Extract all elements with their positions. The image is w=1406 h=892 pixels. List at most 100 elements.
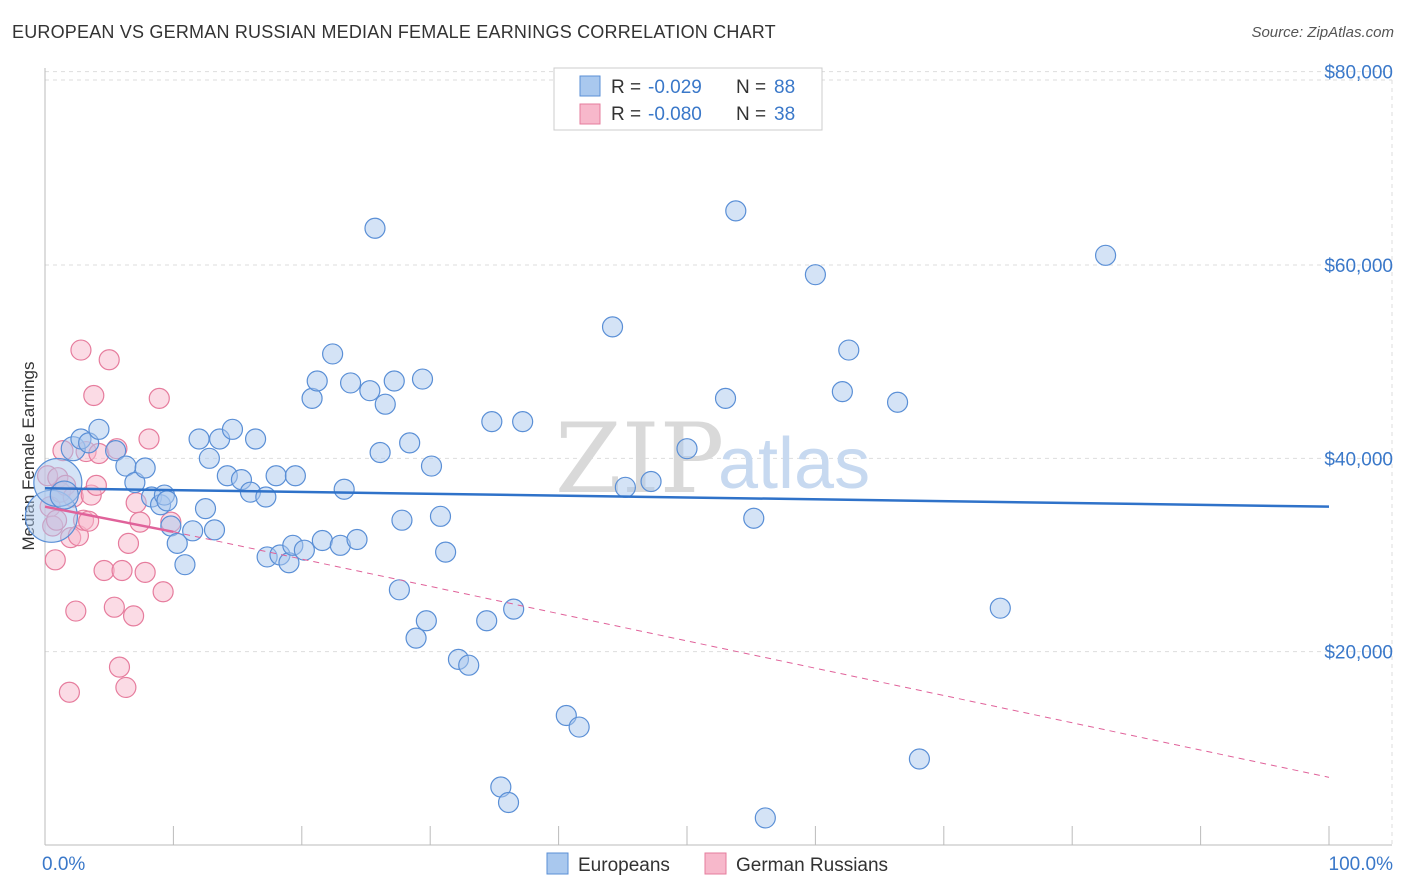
europeans-point-70	[614, 476, 636, 498]
europeans-point-65	[503, 598, 525, 620]
german-russians-point-26	[111, 559, 133, 582]
europeans-point-53	[405, 627, 427, 649]
europeans-point-75	[743, 507, 765, 529]
german-russians-point-29	[122, 605, 145, 627]
europeans-point-35	[284, 465, 306, 487]
german-russians-point-22	[98, 349, 120, 371]
europeans-point-76	[754, 807, 776, 829]
german-russians-point-27	[115, 676, 137, 699]
german-russians-point-8	[58, 681, 80, 703]
europeans-point-61	[476, 610, 498, 632]
trend-lines	[44, 487, 1330, 778]
europeans-point-45	[359, 380, 381, 402]
bottom-legend-europeans: Europeans	[578, 855, 670, 876]
german-russians-point-21	[93, 559, 115, 582]
europeans-point-25	[221, 418, 244, 440]
europeans-point-36	[293, 539, 315, 561]
german-russians-trend-line	[44, 505, 174, 534]
legend-n-label-2: N =	[736, 104, 766, 125]
europeans-point-52	[399, 432, 421, 454]
europeans-point-18	[182, 520, 204, 542]
europeans-point-68	[568, 716, 590, 738]
y-tick-label-1: $40,000	[1324, 449, 1393, 470]
europeans-point-16	[166, 532, 188, 555]
europeans-point-77	[804, 264, 827, 286]
europeans-point-19	[194, 498, 217, 520]
legend-swatch-europeans	[579, 75, 601, 97]
europeans-point-9	[124, 471, 146, 494]
german-russians-point-28	[117, 532, 140, 555]
bottom-legend: Europeans German Russians	[546, 852, 888, 876]
legend-n-label-1: N =	[736, 77, 766, 98]
german-russians-point-34	[148, 387, 170, 409]
europeans-point-74	[725, 200, 747, 222]
europeans-point-83	[1094, 244, 1117, 266]
europeans-point-42	[333, 478, 355, 500]
europeans-point-7	[105, 440, 127, 462]
correlation-legend: R = -0.029 N = 88 R = -0.080 N = 38	[553, 67, 823, 131]
german-russians-point-18	[83, 384, 105, 407]
europeans-point-80	[886, 391, 909, 413]
german-russians-point-11	[65, 600, 87, 622]
bottom-legend-german-russians: German Russians	[736, 855, 888, 876]
europeans-point-38	[306, 370, 328, 392]
europeans-trend-line	[44, 487, 1330, 508]
legend-swatch-german-russians	[579, 103, 601, 125]
legend-r-value-1: -0.029	[648, 77, 702, 98]
legend-n-value-2: 38	[774, 104, 795, 125]
europeans-point-56	[420, 455, 443, 477]
europeans-point-49	[383, 370, 405, 392]
europeans-point-22	[203, 519, 226, 541]
german-russians-point-3	[44, 549, 66, 571]
europeans-point-54	[411, 368, 434, 390]
german-russians-point-33	[138, 428, 160, 450]
legend-r-label-1: R =	[611, 77, 641, 98]
europeans-point-79	[838, 339, 860, 361]
german-russians-point-23	[103, 596, 125, 618]
german-russians-point-32	[134, 561, 156, 584]
europeans-point-58	[435, 541, 457, 563]
europeans-point-72	[676, 438, 698, 460]
watermark-atlas: atlas	[718, 424, 870, 504]
europeans-point-43	[339, 372, 362, 394]
europeans-point-14	[156, 490, 178, 512]
chart-title: EUROPEAN VS GERMAN RUSSIAN MEDIAN FEMALE…	[12, 22, 776, 42]
europeans-point-64	[497, 791, 520, 814]
europeans-point-39	[311, 529, 333, 552]
europeans-point-17	[174, 554, 196, 576]
europeans-point-57	[429, 505, 452, 527]
german-russians-point-25	[108, 656, 131, 678]
german-russians-point-35	[152, 581, 174, 603]
legend-n-value-1: 88	[774, 77, 795, 98]
x-tick-label-0: 0.0%	[42, 854, 85, 875]
europeans-point-81	[908, 748, 931, 770]
europeans-point-51	[391, 509, 413, 531]
europeans-point-20	[188, 428, 210, 450]
bottom-legend-swatch-europeans	[546, 852, 569, 875]
europeans-point-28	[244, 428, 267, 450]
europeans-point-50	[388, 579, 410, 601]
x-tick-labels: 0.0% 100.0%	[42, 854, 1393, 875]
europeans-point-2	[49, 480, 79, 510]
europeans-point-47	[369, 441, 391, 464]
europeans-point-48	[374, 393, 396, 415]
x-tick-label-1: 100.0%	[1329, 854, 1394, 875]
europeans-point-10	[134, 457, 156, 479]
legend-r-label-2: R =	[611, 104, 641, 125]
europeans-point-69	[601, 316, 624, 338]
german-russians-trend-extrapolation	[173, 531, 1330, 778]
europeans-point-40	[322, 343, 344, 365]
europeans-point-21	[198, 447, 220, 469]
y-tick-labels: $20,000 $40,000 $60,000 $80,000	[1324, 63, 1393, 664]
y-tick-label-2: $60,000	[1324, 256, 1393, 277]
europeans-point-82	[989, 597, 1011, 619]
bottom-legend-swatch-german-russians	[704, 852, 727, 875]
europeans-point-62	[481, 411, 503, 433]
europeans-point-73	[714, 387, 737, 409]
legend-r-value-2: -0.080	[648, 104, 702, 125]
europeans-point-31	[265, 465, 287, 487]
german-russians-point-19	[85, 474, 107, 496]
europeans-points	[24, 200, 1117, 829]
europeans-point-60	[458, 654, 480, 676]
